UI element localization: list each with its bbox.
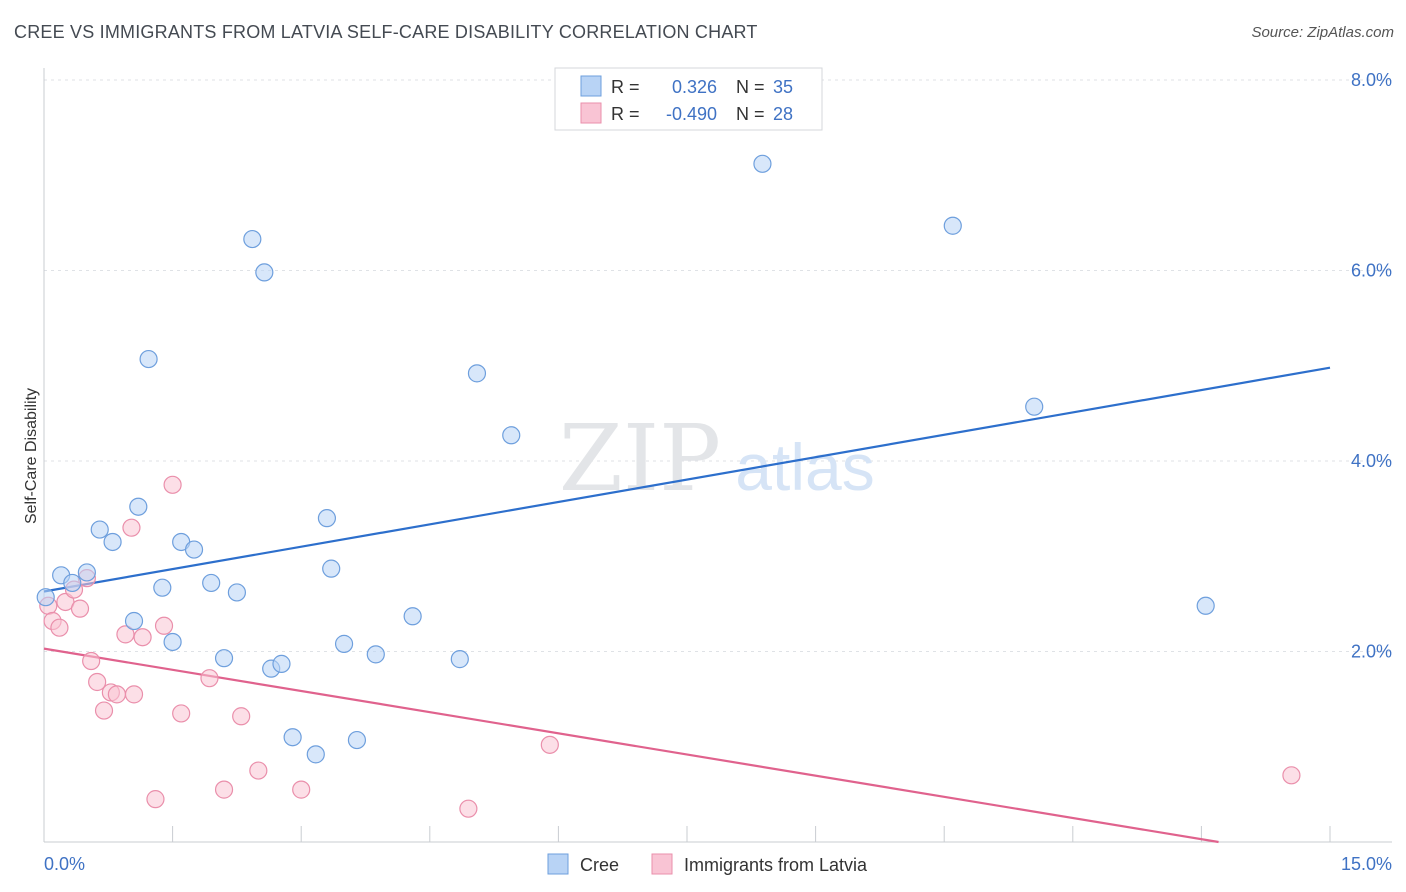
x-axis-tick-labels: 0.0% 15.0% — [44, 854, 1392, 874]
cree-point — [255, 263, 274, 282]
cree-n-value: 35 — [773, 77, 793, 97]
latvia-r-label: R = — [611, 104, 640, 124]
y-tick-label: 6.0% — [1351, 261, 1392, 281]
cree-point — [403, 607, 422, 626]
latvia-point — [200, 669, 219, 688]
latvia-point — [82, 651, 101, 671]
cree-point — [36, 588, 55, 607]
cree-point — [90, 520, 109, 539]
latvia-point — [107, 685, 126, 704]
latvia-point — [124, 685, 144, 704]
latvia-point — [133, 628, 152, 647]
cree-point — [139, 349, 158, 369]
cree-swatch — [580, 75, 602, 97]
cree-point — [943, 216, 962, 235]
latvia-r-value: -0.490 — [666, 104, 717, 124]
cree-n-label: N = — [736, 77, 765, 97]
cree-point — [467, 364, 487, 383]
latvia-point — [116, 625, 135, 644]
y-tick-label: 4.0% — [1351, 451, 1392, 471]
cree-point — [450, 650, 469, 669]
latvia-point — [122, 518, 141, 537]
latvia-point — [172, 704, 191, 723]
legend-latvia-swatch — [651, 853, 673, 875]
x-axis-ticks — [172, 826, 1331, 842]
cree-point — [153, 578, 172, 597]
cree-point — [103, 532, 122, 552]
cree-point — [202, 573, 221, 593]
stats-legend: R = 0.326 N = 35 R = -0.490 N = 28 — [554, 67, 823, 131]
latvia-point — [146, 790, 165, 809]
cree-point — [753, 154, 772, 173]
latvia-n-value: 28 — [773, 104, 793, 124]
cree-points — [36, 154, 1215, 764]
legend-cree-swatch — [547, 853, 569, 875]
latvia-trend-line — [43, 647, 1219, 844]
latvia-point — [540, 735, 559, 754]
latvia-point — [50, 618, 69, 637]
cree-point — [347, 730, 367, 750]
cree-point — [317, 509, 337, 528]
cree-point — [63, 573, 82, 593]
y-tick-label: 2.0% — [1351, 642, 1392, 662]
cree-r-label: R = — [611, 77, 640, 97]
x-tick-label-min: 0.0% — [44, 854, 85, 874]
latvia-point — [163, 475, 182, 494]
trend-lines — [43, 366, 1331, 844]
cree-trend-line — [43, 366, 1331, 593]
watermark-zip: ZIP — [559, 405, 721, 512]
cree-point — [272, 654, 291, 673]
cree-point — [227, 583, 246, 602]
cree-point — [306, 745, 325, 764]
latvia-point — [1282, 766, 1301, 785]
latvia-point — [94, 701, 114, 720]
source-label: Source: ZipAtlas.com — [1251, 24, 1394, 41]
cree-point — [163, 632, 182, 652]
latvia-point — [70, 599, 90, 618]
latvia-swatch — [580, 102, 602, 124]
cree-point — [243, 229, 262, 249]
cree-point — [129, 497, 148, 516]
x-tick-label-max: 15.0% — [1341, 854, 1392, 874]
y-tick-label: 8.0% — [1351, 70, 1392, 90]
series-legend: Cree Immigrants from Latvia — [547, 853, 868, 875]
legend-cree-label: Cree — [580, 855, 619, 875]
latvia-point — [249, 761, 268, 780]
watermark: ZIP atlas — [559, 405, 875, 512]
latvia-point — [292, 780, 311, 799]
y-axis-label: Self-Care Disability — [23, 388, 40, 524]
y-axis-tick-labels: 2.0% 4.0% 6.0% 8.0% — [1351, 70, 1392, 662]
latvia-n-label: N = — [736, 104, 765, 124]
cree-point — [502, 426, 521, 445]
latvia-points — [39, 475, 1301, 818]
cree-point — [1196, 596, 1215, 615]
cree-r-value: 0.326 — [672, 77, 717, 97]
latvia-point — [154, 616, 174, 635]
latvia-point — [214, 780, 234, 799]
cree-point — [214, 649, 234, 668]
latvia-point — [459, 799, 478, 818]
gridlines — [44, 79, 1392, 652]
latvia-point — [232, 707, 251, 726]
cree-point — [77, 563, 96, 582]
cree-point — [1025, 397, 1044, 416]
cree-point — [334, 634, 354, 653]
legend-latvia-label: Immigrants from Latvia — [684, 855, 868, 875]
cree-point — [366, 645, 385, 664]
cree-point — [184, 540, 204, 559]
latvia-point — [88, 672, 107, 692]
cree-point — [322, 559, 341, 578]
chart-title: CREE VS IMMIGRANTS FROM LATVIA SELF-CARE… — [14, 22, 758, 42]
cree-point — [124, 611, 144, 631]
cree-point — [283, 728, 302, 747]
